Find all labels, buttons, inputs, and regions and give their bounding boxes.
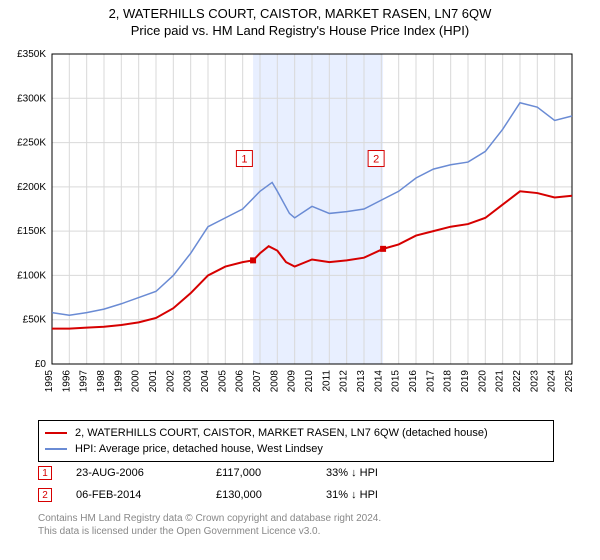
svg-text:£250K: £250K bbox=[17, 138, 46, 149]
svg-text:2009: 2009 bbox=[287, 370, 298, 393]
footer: Contains HM Land Registry data © Crown c… bbox=[38, 512, 381, 538]
svg-text:2: 2 bbox=[373, 154, 379, 166]
svg-text:1995: 1995 bbox=[44, 370, 55, 393]
svg-text:2015: 2015 bbox=[391, 370, 402, 393]
title-subtitle: Price paid vs. HM Land Registry's House … bbox=[0, 23, 600, 38]
svg-text:2002: 2002 bbox=[165, 370, 176, 393]
svg-text:1998: 1998 bbox=[96, 370, 107, 393]
svg-text:2001: 2001 bbox=[148, 370, 159, 393]
svg-text:2000: 2000 bbox=[131, 370, 142, 393]
svg-text:2022: 2022 bbox=[512, 370, 523, 393]
sales-table: 1 23-AUG-2006 £117,000 33% ↓ HPI 2 06-FE… bbox=[38, 462, 436, 506]
svg-text:2019: 2019 bbox=[460, 370, 471, 393]
svg-text:2021: 2021 bbox=[495, 370, 506, 393]
svg-text:2005: 2005 bbox=[217, 370, 228, 393]
svg-text:2013: 2013 bbox=[356, 370, 367, 393]
sale-hpi-2: 31% ↓ HPI bbox=[326, 489, 436, 501]
svg-text:2010: 2010 bbox=[304, 370, 315, 393]
svg-text:2004: 2004 bbox=[200, 370, 211, 393]
sale-date-1: 23-AUG-2006 bbox=[76, 467, 216, 479]
sale-price-1: £117,000 bbox=[216, 467, 326, 479]
title-block: 2, WATERHILLS COURT, CAISTOR, MARKET RAS… bbox=[0, 0, 600, 38]
svg-text:2007: 2007 bbox=[252, 370, 263, 393]
sales-row-1: 1 23-AUG-2006 £117,000 33% ↓ HPI bbox=[38, 462, 436, 484]
svg-text:£0: £0 bbox=[35, 359, 47, 370]
legend-swatch-hpi bbox=[45, 448, 67, 450]
svg-text:£350K: £350K bbox=[17, 49, 46, 60]
svg-text:2018: 2018 bbox=[443, 370, 454, 393]
chart-area: £0 £50K £100K £150K £200K £250K £300K £350K 1995… bbox=[0, 44, 600, 414]
svg-text:2020: 2020 bbox=[477, 370, 488, 393]
svg-text:2012: 2012 bbox=[339, 370, 350, 393]
svg-text:£150K: £150K bbox=[17, 226, 46, 237]
legend-row-property: 2, WATERHILLS COURT, CAISTOR, MARKET RAS… bbox=[45, 425, 547, 441]
sale-marker-1: 1 bbox=[38, 466, 52, 480]
legend-row-hpi: HPI: Average price, detached house, West… bbox=[45, 441, 547, 457]
title-address: 2, WATERHILLS COURT, CAISTOR, MARKET RAS… bbox=[0, 6, 600, 21]
sale-marker-2: 2 bbox=[38, 488, 52, 502]
svg-text:1996: 1996 bbox=[61, 370, 72, 393]
sale-price-2: £130,000 bbox=[216, 489, 326, 501]
sale-date-2: 06-FEB-2014 bbox=[76, 489, 216, 501]
legend-swatch-property bbox=[45, 432, 67, 434]
chart-svg: £0 £50K £100K £150K £200K £250K £300K £350K 1995… bbox=[0, 44, 600, 414]
sales-row-2: 2 06-FEB-2014 £130,000 31% ↓ HPI bbox=[38, 484, 436, 506]
footer-line2: This data is licensed under the Open Gov… bbox=[38, 525, 381, 538]
svg-text:2008: 2008 bbox=[269, 370, 280, 393]
legend-box: 2, WATERHILLS COURT, CAISTOR, MARKET RAS… bbox=[38, 420, 554, 462]
svg-text:£50K: £50K bbox=[23, 315, 47, 326]
footer-line1: Contains HM Land Registry data © Crown c… bbox=[38, 512, 381, 525]
svg-text:2016: 2016 bbox=[408, 370, 419, 393]
svg-text:2003: 2003 bbox=[183, 370, 194, 393]
chart-container: 2, WATERHILLS COURT, CAISTOR, MARKET RAS… bbox=[0, 0, 600, 560]
svg-text:2023: 2023 bbox=[529, 370, 540, 393]
svg-text:2024: 2024 bbox=[547, 370, 558, 393]
legend-label-property: 2, WATERHILLS COURT, CAISTOR, MARKET RAS… bbox=[75, 427, 488, 439]
svg-text:1999: 1999 bbox=[113, 370, 124, 393]
svg-text:2014: 2014 bbox=[373, 370, 384, 393]
svg-text:£300K: £300K bbox=[17, 93, 46, 104]
svg-text:2017: 2017 bbox=[425, 370, 436, 393]
svg-text:2025: 2025 bbox=[564, 370, 575, 393]
svg-text:£100K: £100K bbox=[17, 270, 46, 281]
sale-hpi-1: 33% ↓ HPI bbox=[326, 467, 436, 479]
legend-label-hpi: HPI: Average price, detached house, West… bbox=[75, 443, 323, 455]
svg-text:£200K: £200K bbox=[17, 182, 46, 193]
svg-text:2011: 2011 bbox=[321, 370, 332, 392]
svg-text:1: 1 bbox=[241, 154, 247, 166]
svg-text:1997: 1997 bbox=[79, 370, 90, 393]
svg-text:2006: 2006 bbox=[235, 370, 246, 393]
